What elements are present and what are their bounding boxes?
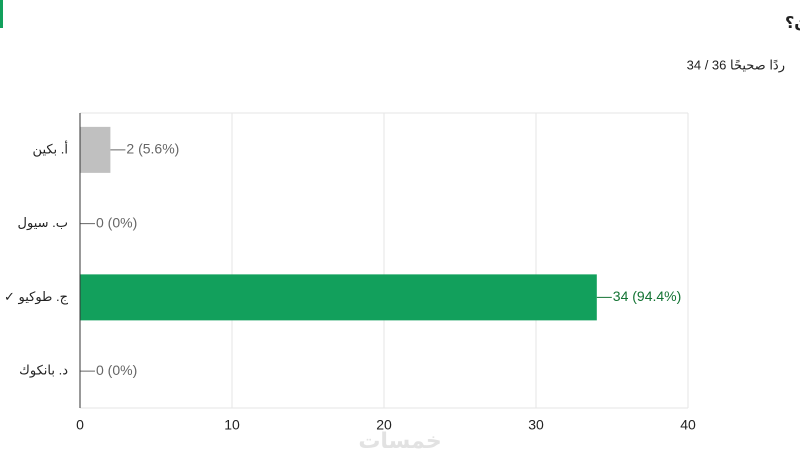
bar [80,274,597,321]
bar [80,126,111,173]
watermark: خمسات [358,428,441,453]
value-label: 34 (94.4%) [613,288,681,304]
y-tick-label: أ. بكين [33,140,68,157]
x-tick-label: 0 [76,417,84,433]
y-tick-label: د. بانكوك [19,363,68,379]
x-tick-label: 20 [376,417,392,433]
x-tick-label: 10 [224,417,240,433]
chart-subtitle: 34 / 36 ردًا صحيحًا [687,57,785,73]
x-tick-label: 40 [680,417,696,433]
value-label: 0 (0%) [96,214,137,230]
y-tick-label: ج. طوكيو ✓ [4,289,69,305]
value-label: 0 (0%) [96,362,137,378]
value-label: 2 (5.6%) [126,141,179,157]
accent-bar [0,0,3,28]
y-tick-label: ب. سيول [18,215,68,231]
chart-title: ما عاصمة اليابان؟ [785,15,800,32]
x-tick-label: 30 [528,417,544,433]
